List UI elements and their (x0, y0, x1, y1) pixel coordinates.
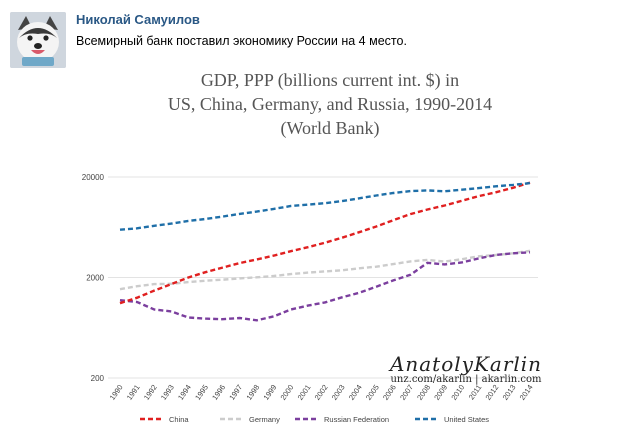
y-tick-label: 20000 (82, 173, 105, 182)
series-line-germany (119, 249, 531, 291)
x-tick-label: 2013 (501, 383, 518, 402)
legend-label: United States (444, 415, 489, 424)
series-line-united-states (119, 181, 531, 231)
x-tick-label: 1995 (193, 383, 210, 402)
x-tick-label: 2002 (313, 383, 330, 402)
post-header: Николай Самуилов Всемирный банк поставил… (0, 0, 640, 75)
y-tick-label: 200 (91, 374, 105, 383)
series-line-china (119, 181, 531, 305)
x-tick-label: 2006 (381, 383, 398, 402)
x-tick-label: 1998 (244, 383, 261, 402)
x-tick-label: 1990 (108, 383, 125, 402)
legend-label: Germany (249, 415, 280, 424)
x-tick-label: 2005 (364, 383, 381, 402)
chart-image-attachment[interactable]: GDP, PPP (billions current int. $) in US… (70, 60, 590, 425)
x-tick-label: 2001 (296, 383, 313, 402)
chart-title-line-3: (World Bank) (280, 118, 380, 138)
watermark-url: unz.com/akarlin | akarlin.com (390, 374, 542, 385)
watermark: AnatolyKarlin unz.com/akarlin | akarlin.… (386, 352, 546, 385)
husky-avatar-icon (10, 12, 66, 68)
chart-title-line-2: US, China, Germany, and Russia, 1990-201… (167, 94, 493, 114)
y-tick-label: 2000 (86, 274, 104, 283)
x-tick-label: 2010 (449, 383, 466, 402)
x-tick-label: 2003 (330, 383, 347, 402)
x-tick-label: 1997 (227, 383, 244, 402)
chart-title-line-1: GDP, PPP (billions current int. $) in (200, 70, 460, 90)
x-tick-label: 1991 (125, 383, 142, 402)
x-tick-label: 1992 (142, 383, 159, 402)
post-text: Всемирный банк поставил экономику России… (76, 34, 407, 48)
x-tick-label: 2012 (484, 383, 501, 402)
x-tick-label: 2007 (398, 383, 415, 402)
legend-label: Russian Federation (324, 415, 389, 424)
watermark-name: AnatolyKarlin (389, 352, 543, 376)
legend-label: China (169, 415, 189, 424)
x-tick-label: 1996 (210, 383, 227, 402)
series-line-russian-federation (119, 251, 531, 322)
x-tick-label: 2014 (518, 383, 535, 402)
x-tick-label: 1994 (176, 383, 193, 402)
author-name[interactable]: Николай Самуилов (76, 12, 200, 27)
x-tick-label: 2009 (432, 383, 449, 402)
x-tick-label: 2000 (279, 383, 296, 402)
x-tick-label: 2004 (347, 383, 364, 402)
x-tick-label: 2008 (415, 383, 432, 402)
author-avatar[interactable] (10, 12, 66, 68)
x-tick-label: 1993 (159, 383, 176, 402)
x-tick-label: 2011 (467, 383, 484, 401)
x-tick-label: 1999 (261, 383, 278, 402)
